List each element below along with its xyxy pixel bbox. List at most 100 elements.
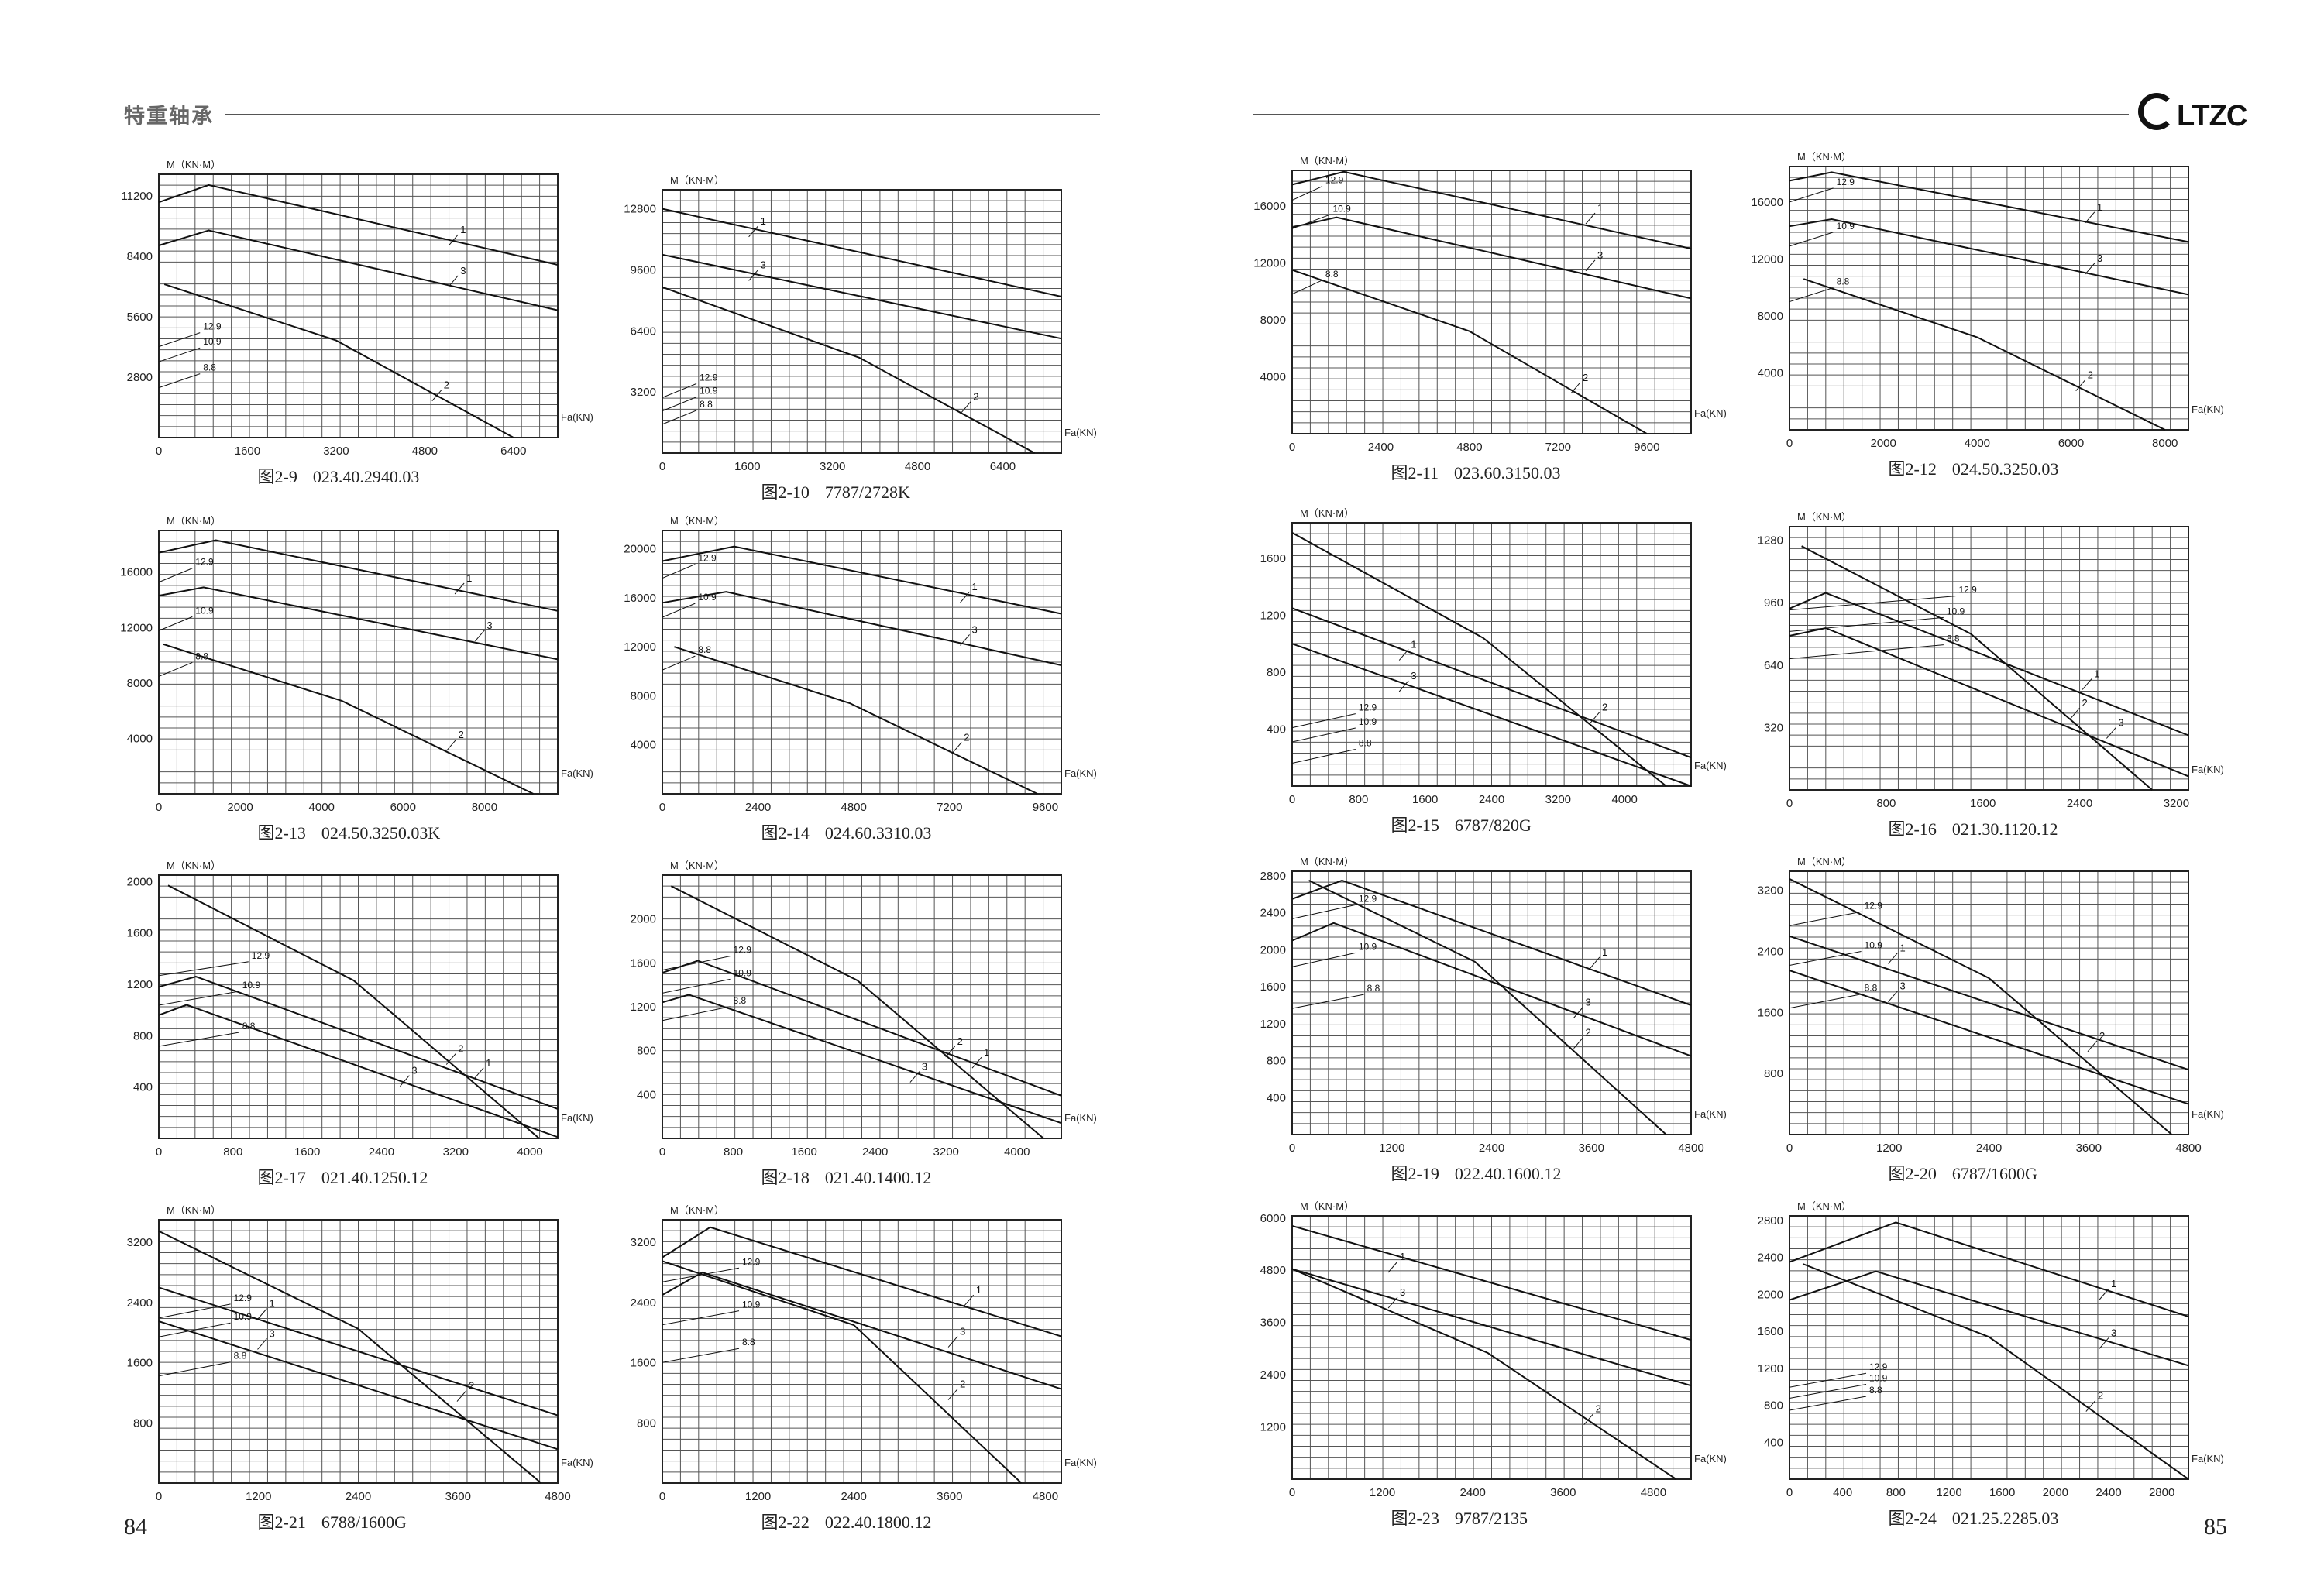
- figure-caption: 图2-17 021.40.1250.12: [258, 1164, 444, 1189]
- series-label-1: 1: [1899, 942, 1905, 953]
- grade-leader: [1789, 994, 1862, 1009]
- x-axis-label: Fa(KN): [1694, 1453, 1727, 1464]
- grade-label: 10.9: [1869, 1373, 1888, 1384]
- series-label-1: 1: [1602, 946, 1607, 958]
- grade-label: 10.9: [203, 336, 222, 347]
- y-tick-label: 1200: [1758, 1362, 1783, 1375]
- grade-leader: [1291, 749, 1356, 764]
- series-line-3: [1789, 970, 2189, 1105]
- x-tick-label: 2400: [745, 801, 771, 814]
- chart-svg: M（KN·M）Fa(KN)0 1200 2400 3600 48004008001200…: [1260, 856, 1727, 1155]
- grade-label: 8.8: [1325, 269, 1339, 280]
- y-tick-label: 640: [1764, 659, 1783, 672]
- series-leader-2: [2085, 1400, 2096, 1412]
- chart-svg: M（KN·M） Fa(KN) 0 1200 2400 3600 4800 800 1600 240…: [631, 1204, 1097, 1503]
- chart-grid-lines: [158, 874, 559, 1139]
- chart-2-21: M（KN·M） Fa(KN) 0 1200 2400 3600 4800 800 1600 240…: [127, 1204, 604, 1545]
- y-tick-label: 800: [637, 1045, 656, 1058]
- grade-label: 12.9: [1359, 893, 1377, 904]
- series-line-3: [1789, 218, 2189, 296]
- x-tick-label: 6000: [390, 801, 416, 814]
- series-leader-2: [1590, 712, 1600, 723]
- series-line-2: [167, 884, 540, 1139]
- y-tick-label: 6400: [631, 324, 656, 338]
- series-leader-1: [2085, 211, 2095, 224]
- y-tick-label: 800: [1267, 1055, 1286, 1068]
- figure-caption: 图2-21 6788/1600G: [258, 1509, 422, 1533]
- y-tick-label: 9600: [631, 263, 656, 276]
- figure-number: 图2-20: [1888, 1164, 1937, 1183]
- y-axis-label: M（KN·M）: [167, 860, 221, 871]
- series-label-1: 1: [1411, 639, 1416, 651]
- y-tick-label: 3200: [631, 386, 656, 399]
- series-line-1: [1291, 1224, 1692, 1341]
- grade-leader: [662, 564, 696, 579]
- series-line-2: [1789, 878, 2173, 1135]
- grade-leader: [662, 410, 697, 425]
- logo-ring-icon: [2138, 93, 2175, 130]
- x-tick-label: 2400: [369, 1145, 394, 1159]
- series-leader-2: [2070, 707, 2080, 719]
- grade-leader: [158, 961, 249, 977]
- grade-label: 12.9: [1359, 702, 1377, 713]
- series-leader-3: [257, 1338, 267, 1350]
- x-tick-label: 2400: [2067, 797, 2092, 810]
- series-leader-2: [2075, 379, 2086, 392]
- x-tick-label: 1200: [1379, 1142, 1404, 1155]
- chart-svg: M（KN·M） Fa(KN) 0 800 1600 2400 3200 4000 400 800 1…: [127, 860, 593, 1159]
- page-number-right: 85: [2204, 1514, 2227, 1540]
- header-rule-right: [1253, 114, 2129, 115]
- x-tick-label: 4800: [1456, 441, 1482, 454]
- y-tick-label: 12000: [1751, 252, 1783, 266]
- y-tick-label: 2400: [1260, 907, 1286, 920]
- y-tick-label: 5600: [127, 311, 153, 324]
- series-leader-2: [431, 390, 442, 402]
- figure-caption: 图2-20 6787/1600G: [1889, 1160, 2053, 1185]
- x-tick-label: 6000: [2058, 437, 2084, 450]
- y-tick-label: 3200: [127, 1236, 153, 1249]
- grade-leader: [1291, 994, 1364, 1009]
- y-tick-label: 12000: [120, 621, 153, 634]
- series-label-3: 3: [486, 620, 492, 631]
- x-tick-label: 6400: [500, 445, 526, 458]
- bearing-model: 024.50.3250.03: [1951, 459, 2059, 479]
- grade-label: 12.9: [698, 553, 717, 564]
- x-axis-label: Fa(KN): [1064, 1457, 1097, 1468]
- x-tick-label: 4800: [1678, 1142, 1703, 1155]
- grade-leader: [1789, 644, 1944, 660]
- series-label-3: 3: [411, 1065, 417, 1076]
- x-tick-label: 2400: [1460, 1486, 1486, 1499]
- y-tick-label: 2400: [1758, 945, 1783, 958]
- series-label-3: 3: [1586, 996, 1591, 1008]
- grade-leader: [1291, 214, 1330, 229]
- plot-frame: [662, 1219, 1062, 1484]
- plot-frame: [158, 874, 559, 1139]
- x-axis-label: Fa(KN): [561, 411, 593, 423]
- series-label-2: 2: [2099, 1030, 2105, 1042]
- x-tick-label: 3200: [1545, 793, 1571, 806]
- x-tick-label: 800: [1349, 793, 1368, 806]
- grade-leader: [662, 603, 696, 618]
- series-leader-1: [1387, 1261, 1398, 1273]
- y-tick-label: 2000: [127, 875, 153, 888]
- series-line-1: [158, 975, 559, 1110]
- figure-number: 图2-23: [1391, 1509, 1439, 1528]
- series-leader-2: [456, 1390, 467, 1402]
- chart-2-14: M（KN·M） Fa(KN) 0 2400 4800 7200 9600 4000 8000 12…: [624, 515, 1108, 856]
- series-label-1: 1: [761, 215, 766, 227]
- plot-frame: [158, 173, 559, 438]
- grade-leader: [158, 1322, 231, 1337]
- grade-label: 12.9: [1325, 175, 1344, 186]
- catalog-title: 特重轴承: [124, 105, 214, 129]
- series-line-1: [662, 1226, 1062, 1337]
- series-label-2: 2: [1596, 1403, 1601, 1415]
- grade-leader: [1291, 952, 1356, 967]
- x-tick-label: 0: [1289, 441, 1295, 454]
- series-label-2: 2: [2098, 1390, 2103, 1402]
- x-tick-label: 8000: [2152, 437, 2178, 450]
- series-label-1: 1: [486, 1057, 491, 1069]
- y-tick-label: 4000: [127, 732, 153, 745]
- x-tick-label: 1200: [1936, 1486, 1961, 1499]
- plot-frame: [662, 530, 1062, 795]
- grade-leader: [1789, 911, 1862, 926]
